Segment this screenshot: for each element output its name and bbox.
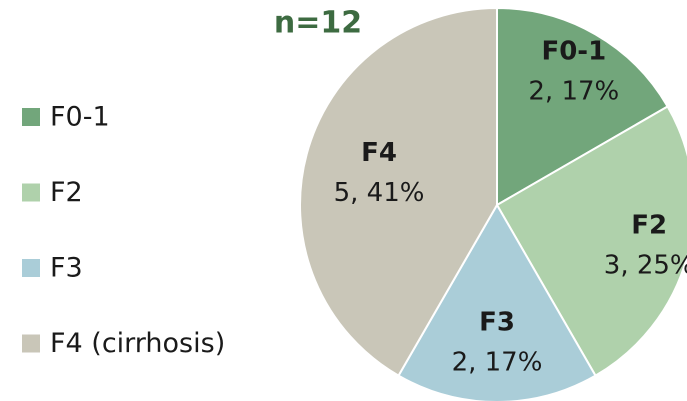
legend-label: F3 [50, 253, 83, 284]
legend-label: F0-1 [50, 102, 110, 133]
slice-label: F0-1 [541, 36, 606, 66]
pie-slice [299, 6, 498, 377]
legend-swatch [22, 334, 40, 353]
legend-swatch [22, 183, 40, 202]
value-label: 2, 17% [452, 347, 543, 377]
slice-label: F3 [479, 307, 515, 337]
value-label: 2, 17% [528, 76, 619, 106]
chart-title: n=12 [274, 6, 362, 41]
pie-slice [397, 203, 597, 401]
pie-slice [496, 6, 669, 207]
pie-slice [495, 105, 687, 377]
legend-swatch [22, 108, 40, 126]
legend-label: F4 (cirrhosis) [50, 328, 225, 359]
legend-label: F2 [50, 177, 83, 208]
value-label: 3, 25% [604, 250, 687, 280]
slice-label: F2 [631, 210, 667, 240]
value-label: 5, 41% [334, 178, 425, 208]
legend-swatch [22, 259, 40, 277]
slice-label: F4 [361, 138, 397, 168]
